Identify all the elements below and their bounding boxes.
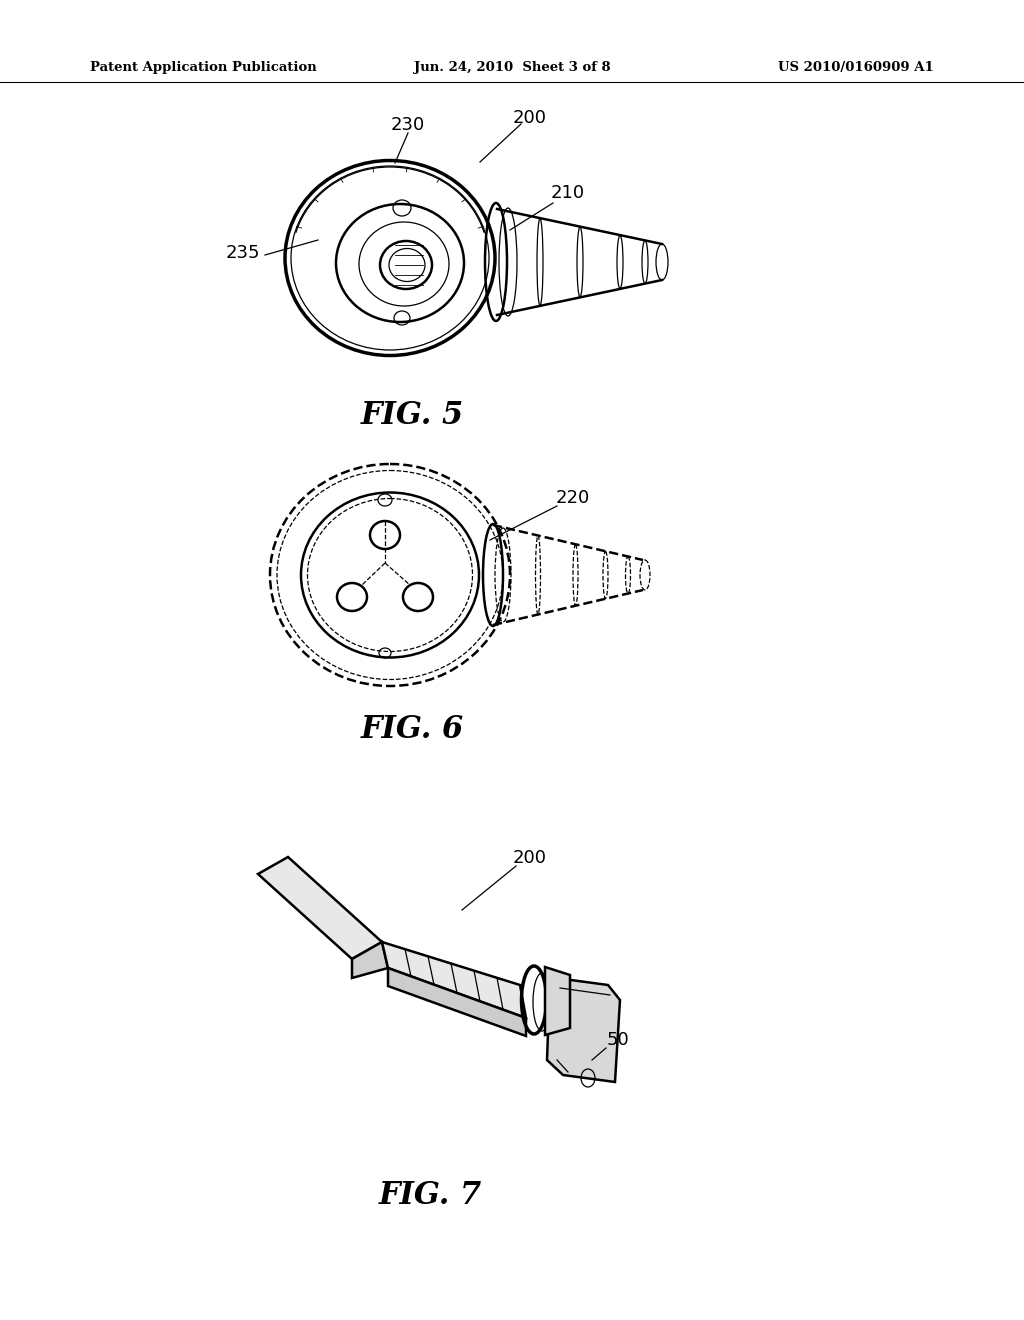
- Text: FIG. 7: FIG. 7: [379, 1180, 481, 1210]
- Text: FIG. 5: FIG. 5: [360, 400, 464, 430]
- Text: 230: 230: [391, 116, 425, 135]
- Text: 220: 220: [556, 488, 590, 507]
- Text: 235: 235: [225, 244, 260, 261]
- Text: Jun. 24, 2010  Sheet 3 of 8: Jun. 24, 2010 Sheet 3 of 8: [414, 62, 610, 74]
- Text: 210: 210: [551, 183, 585, 202]
- Text: 200: 200: [513, 849, 547, 867]
- Text: Patent Application Publication: Patent Application Publication: [90, 62, 316, 74]
- Text: 200: 200: [513, 110, 547, 127]
- Polygon shape: [547, 978, 620, 1082]
- Text: 50: 50: [606, 1031, 630, 1049]
- Polygon shape: [388, 968, 526, 1036]
- Polygon shape: [258, 857, 382, 960]
- Text: FIG. 6: FIG. 6: [360, 714, 464, 746]
- Polygon shape: [352, 942, 388, 978]
- Text: US 2010/0160909 A1: US 2010/0160909 A1: [778, 62, 934, 74]
- Polygon shape: [382, 942, 526, 1018]
- Polygon shape: [545, 968, 570, 1035]
